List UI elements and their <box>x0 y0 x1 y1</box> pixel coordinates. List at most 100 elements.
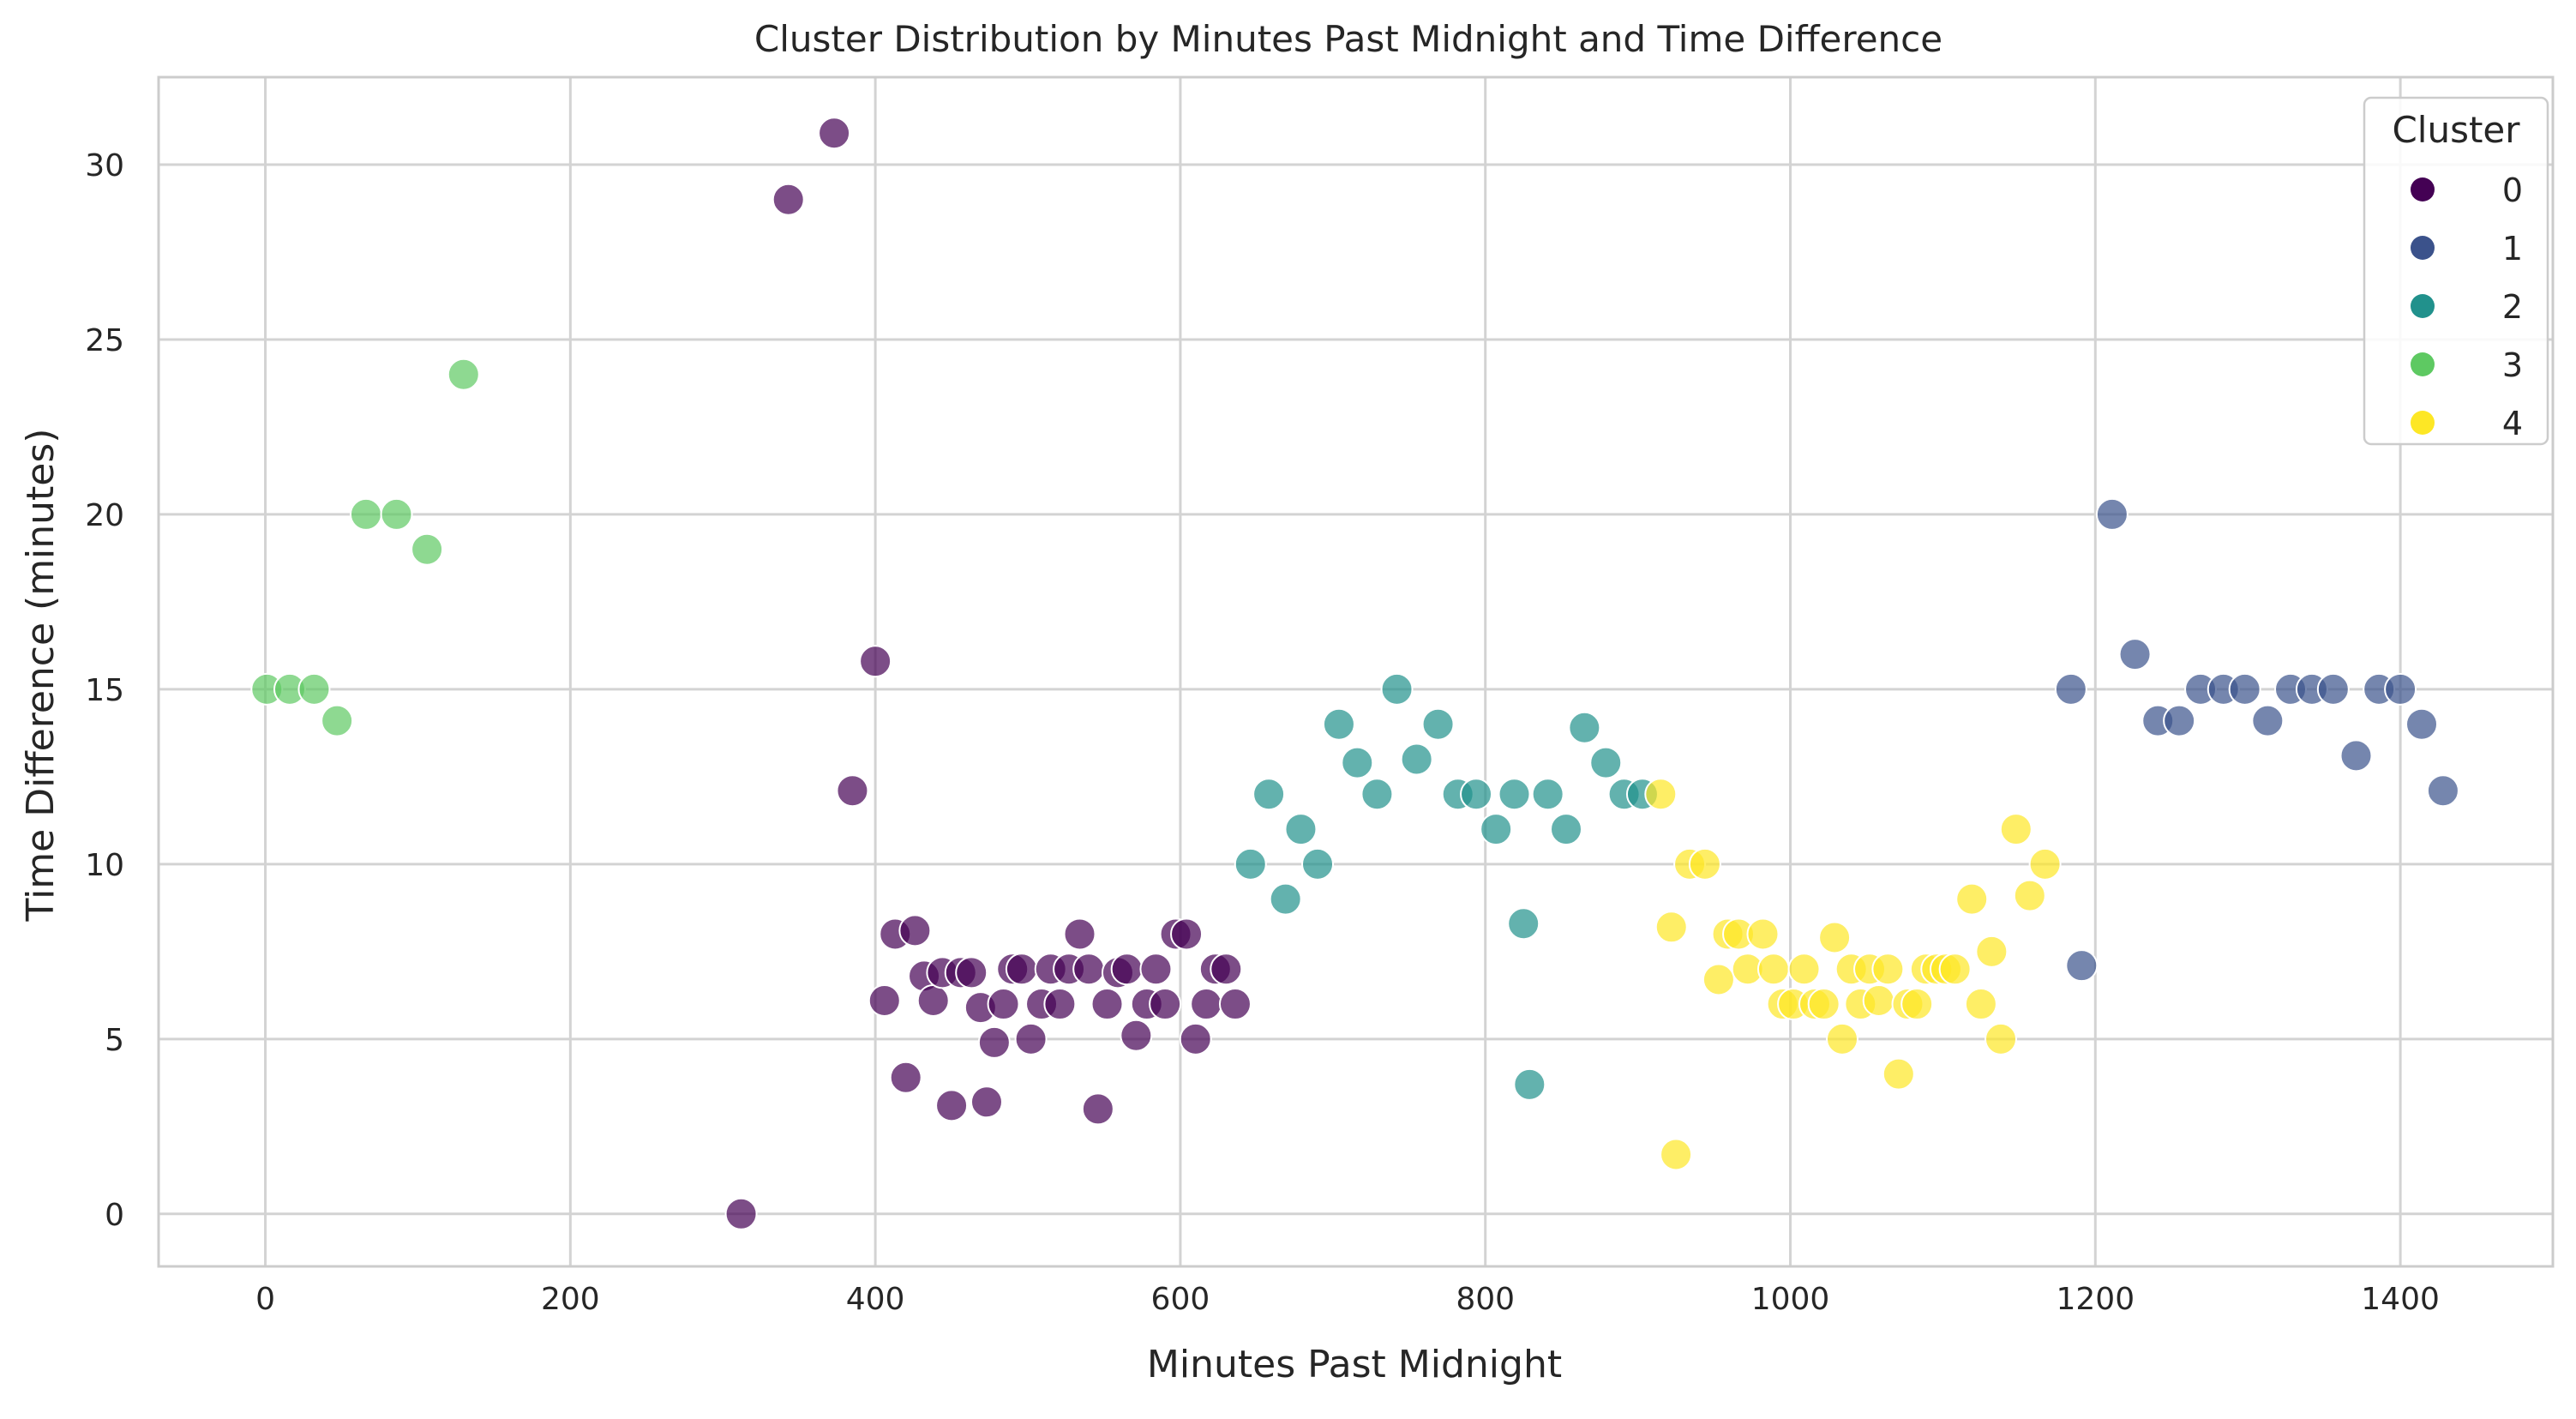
legend-label-1: 1 <box>2502 230 2523 268</box>
series-cluster-0 <box>724 117 1252 1230</box>
data-point <box>1218 988 1252 1021</box>
data-point <box>1568 711 1601 744</box>
data-point <box>1380 672 1414 706</box>
data-point <box>411 532 444 566</box>
x-tick-label: 400 <box>846 1282 905 1317</box>
y-tick-label: 5 <box>105 1023 124 1058</box>
y-tick-label: 0 <box>105 1198 124 1233</box>
legend-items: 0 1 2 3 4 <box>2411 171 2523 442</box>
data-point <box>2118 638 2152 671</box>
data-point <box>1149 988 1182 1021</box>
data-points <box>250 117 2459 1230</box>
x-tick-label: 0 <box>255 1282 275 1317</box>
data-point <box>1660 1138 1693 1171</box>
data-point <box>1170 917 1204 951</box>
data-point <box>859 645 892 678</box>
data-point <box>1005 953 1038 986</box>
y-tick-label: 20 <box>85 498 124 533</box>
data-point <box>1513 1067 1546 1101</box>
data-point <box>1063 917 1096 951</box>
data-point <box>2251 704 2285 737</box>
data-point <box>1654 911 1688 944</box>
legend-label-2: 2 <box>2502 288 2523 326</box>
x-tick-label: 1000 <box>1751 1282 1830 1317</box>
data-point <box>1190 988 1223 1021</box>
legend-marker-4 <box>2411 411 2435 435</box>
series-cluster-2 <box>1234 672 1659 1101</box>
data-point <box>349 497 382 531</box>
data-point <box>1985 1022 2018 1055</box>
data-point <box>1072 953 1106 986</box>
data-point <box>1014 1022 1048 1055</box>
data-point <box>1090 988 1124 1021</box>
data-point <box>868 983 901 1017</box>
data-point <box>1975 935 2009 968</box>
series-cluster-3 <box>250 358 480 737</box>
data-point <box>1746 917 1780 951</box>
legend-marker-2 <box>2411 294 2435 318</box>
data-point <box>1702 963 1735 996</box>
data-point <box>1341 746 1374 779</box>
data-point <box>2228 672 2261 706</box>
data-point <box>1498 778 1531 811</box>
data-point <box>1900 988 1934 1021</box>
y-tick-label: 10 <box>85 848 124 883</box>
data-point <box>2028 847 2062 881</box>
data-point <box>1589 746 1623 779</box>
data-point <box>1787 953 1821 986</box>
data-point <box>1756 953 1790 986</box>
data-point <box>1964 988 1997 1021</box>
legend: Cluster 0 1 2 3 4 <box>2363 96 2549 446</box>
legend-title: Cluster <box>2392 109 2520 151</box>
data-point <box>1120 1019 1153 1052</box>
y-tick-label: 15 <box>85 673 124 708</box>
data-point <box>2065 949 2099 983</box>
data-point <box>1043 988 1077 1021</box>
data-point <box>2405 707 2439 741</box>
data-point <box>2163 704 2196 737</box>
x-axis-label: Minutes Past Midnight <box>1147 1343 1562 1386</box>
legend-label-0: 0 <box>2502 171 2523 209</box>
data-point <box>1400 743 1433 776</box>
legend-marker-3 <box>2411 352 2435 376</box>
data-point <box>321 704 354 737</box>
data-point <box>2054 672 2087 706</box>
data-point <box>1139 953 1173 986</box>
y-tick-label: 25 <box>85 323 124 358</box>
data-point <box>935 1089 969 1122</box>
data-point <box>898 914 932 947</box>
data-point <box>2426 774 2459 808</box>
data-point <box>916 983 950 1017</box>
data-point <box>1955 882 1989 916</box>
legend-label-4: 4 <box>2502 405 2523 442</box>
data-point <box>1480 813 1513 846</box>
data-point <box>1688 847 1721 881</box>
data-point <box>1301 847 1335 881</box>
data-point <box>1871 953 1905 986</box>
data-point <box>1269 882 1302 916</box>
data-point <box>1360 778 1394 811</box>
data-point <box>772 183 805 216</box>
data-point <box>1938 953 1972 986</box>
x-tick-label: 800 <box>1456 1282 1515 1317</box>
data-point <box>836 774 869 808</box>
data-point <box>889 1061 922 1094</box>
data-point <box>1234 847 1267 881</box>
data-point <box>1110 953 1144 986</box>
legend-box <box>2363 96 2549 446</box>
x-tick-label: 200 <box>541 1282 600 1317</box>
tick-labels: 0 200 400 600 800 1000 1200 1400 0 5 10 15 20 25 30 <box>85 148 2440 1317</box>
data-point <box>1531 778 1564 811</box>
data-point <box>2013 879 2046 912</box>
data-point <box>1818 921 1852 954</box>
data-point <box>1999 813 2033 846</box>
data-point <box>1322 707 1355 741</box>
data-point <box>1862 983 1895 1017</box>
data-point <box>1284 813 1318 846</box>
legend-label-3: 3 <box>2502 346 2523 384</box>
data-point <box>1825 1022 1858 1055</box>
data-point <box>2316 672 2350 706</box>
data-point <box>447 358 480 391</box>
